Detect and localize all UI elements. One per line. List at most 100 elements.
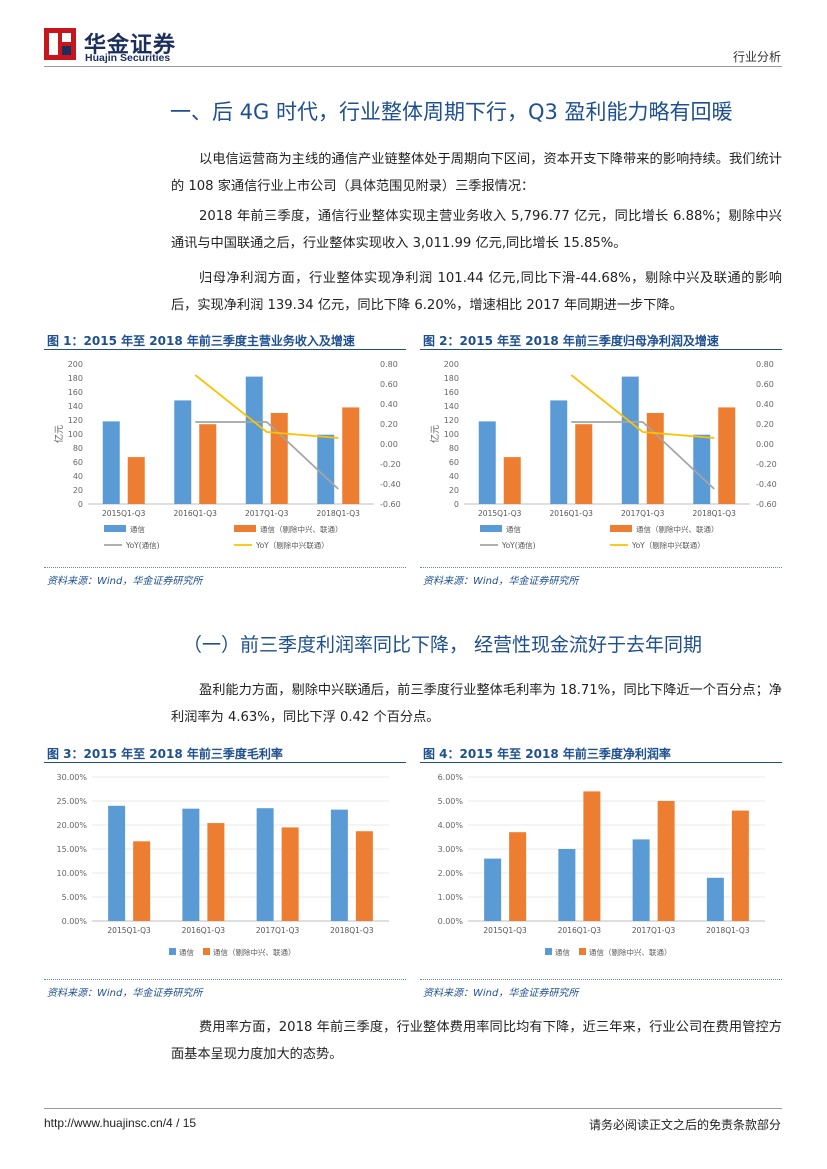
y2-tick-label: -0.60 (756, 500, 777, 509)
y-tick-label: 0 (78, 500, 83, 509)
header-divider (44, 66, 782, 67)
legend-label: 通信（剔除中兴、联通） (213, 947, 296, 957)
x-tick-label: 2016Q1-Q3 (558, 926, 602, 935)
series-line-yoy-telecom (571, 421, 715, 490)
bar-telecom (621, 376, 639, 504)
bar-telecom-ex-zte-unicom (355, 831, 373, 921)
figure-title-rule (44, 762, 406, 763)
bar-telecom (330, 809, 348, 921)
bar-telecom (550, 400, 568, 504)
y-tick-label: 180 (68, 374, 83, 383)
y2-tick-label: -0.40 (756, 480, 777, 489)
x-tick-label: 2018Q1-Q3 (317, 509, 361, 518)
series-line-yoy-ex-zte-unicom (570, 374, 715, 439)
legend-label: YoY(通信) (501, 540, 536, 550)
section-heading-1: 一、后 4G 时代，行业整体周期下行，Q3 盈利能力略有回暖 (170, 100, 733, 124)
x-tick-label: 2016Q1-Q3 (182, 926, 226, 935)
y2-tick-label: 0.60 (756, 380, 774, 389)
x-tick-label: 2015Q1-Q3 (107, 926, 151, 935)
source-note: 资料来源：Wind，华金证券研究所 (423, 576, 579, 587)
y2-tick-label: 0.00 (380, 440, 398, 449)
y2-tick-label: 0.20 (380, 420, 398, 429)
source-note: 资料来源：Wind，华金证券研究所 (423, 988, 579, 999)
bar-telecom (478, 421, 496, 504)
legend-label: 通信（剔除中兴、联通） (589, 947, 672, 957)
paragraph: 2018 年前三季度，通信行业整体实现主营业务收入 5,796.77 亿元，同比… (171, 209, 782, 251)
section-heading-2: （一）前三季度利润率同比下降， 经营性现金流好于去年同期 (183, 634, 703, 656)
legend-label: 通信 (555, 947, 570, 957)
x-tick-label: 2017Q1-Q3 (621, 509, 665, 518)
bar-telecom (256, 808, 274, 921)
source-rule (44, 567, 406, 568)
bar-telecom-ex-zte-unicom (509, 832, 527, 921)
y-tick-label: 140 (68, 402, 83, 411)
figure-title: 图 3：2015 年至 2018 年前三季度毛利率 (47, 747, 283, 761)
bar-telecom-ex-zte-unicom (281, 827, 299, 921)
y2-tick-label: 0.00 (756, 440, 774, 449)
y-tick-label: 10.00% (56, 869, 87, 878)
legend-label: YoY(通信) (125, 540, 160, 550)
legend-label: YoY（剔除中兴联通） (255, 540, 329, 550)
bar-telecom-ex-zte-unicom (583, 791, 601, 921)
y-tick-label: 30.00% (56, 773, 87, 782)
bar-telecom-ex-zte-unicom (575, 424, 593, 504)
bar-telecom (245, 376, 263, 504)
source-note: 资料来源：Wind，华金证券研究所 (47, 988, 203, 999)
legend-label: 通信（剔除中兴、联通） (260, 524, 343, 534)
x-tick-label: 2018Q1-Q3 (706, 926, 750, 935)
chart-fig3: 0.00% 5.00% 10.00% 15.00% 20.00% 25.00% 30.00%… (56, 773, 389, 957)
y-tick-label: 60 (449, 458, 459, 467)
x-tick-label: 2015Q1-Q3 (478, 509, 522, 518)
x-tick-label: 2017Q1-Q3 (245, 509, 289, 518)
source-rule (420, 567, 782, 568)
chart-fig2: 0 20 40 60 80 100 120 140 160 180 200 -0.60 -0.40 -0.… (429, 360, 777, 550)
bar-telecom (558, 849, 576, 921)
section-label: 行业分析 (732, 50, 781, 64)
source-rule (420, 979, 782, 980)
y2-tick-label: 0.60 (380, 380, 398, 389)
y2-tick-label: -0.20 (756, 460, 777, 469)
company-logo-text: 华金证券 (84, 33, 177, 58)
paragraph: 归母净利润方面，行业整体实现净利润 101.44 亿元,同比下滑-44.68%，… (171, 271, 782, 313)
legend-label: 通信 (130, 524, 145, 534)
figure-title: 图 1：2015 年至 2018 年前三季度主营业务收入及增速 (47, 334, 355, 348)
legend-swatch (104, 525, 126, 532)
legend-label: 通信 (179, 947, 194, 957)
bar-telecom (182, 808, 200, 921)
y-tick-label: 80 (449, 444, 459, 453)
y-tick-label: 15.00% (56, 845, 87, 854)
y-tick-label: 40 (449, 472, 459, 481)
footer-disclaimer: 请务必阅读正文之后的免责条款部分 (588, 1118, 781, 1132)
y-tick-label: 60 (73, 458, 83, 467)
x-tick-label: 2017Q1-Q3 (632, 926, 676, 935)
chart-fig1: 0 20 40 60 80 100 120 140 160 180 200 -0.60 -0.40 -0.… (53, 360, 401, 550)
y-tick-label: 20 (449, 486, 459, 495)
source-rule (44, 979, 406, 980)
y2-tick-label: -0.20 (380, 460, 401, 469)
bar-telecom (317, 434, 335, 504)
bar-telecom-ex-zte-unicom (731, 810, 749, 921)
x-tick-label: 2016Q1-Q3 (174, 509, 218, 518)
y2-tick-label: 0.40 (756, 400, 774, 409)
y-tick-label: 2.00% (438, 869, 464, 878)
bar-telecom-ex-zte-unicom (127, 457, 145, 504)
legend-label: YoY（剔除中兴联通） (631, 540, 705, 550)
y-tick-label: 40 (73, 472, 83, 481)
y-tick-label: 6.00% (438, 773, 464, 782)
series-line-yoy-telecom (195, 421, 339, 490)
series-line-yoy-ex-zte-unicom (194, 374, 339, 439)
bar-telecom (484, 858, 502, 921)
bar-telecom-ex-zte-unicom (199, 424, 217, 504)
y-tick-label: 1.00% (438, 893, 464, 902)
footer-url[interactable]: http://www.huajinsc.cn/4 / 15 (44, 1116, 197, 1130)
figure-title-rule (44, 349, 406, 350)
bar-telecom (174, 400, 192, 504)
figure-title-rule (420, 349, 782, 350)
y2-tick-label: -0.40 (380, 480, 401, 489)
legend-label: 通信 (506, 524, 521, 534)
y-tick-label: 0.00% (62, 917, 88, 926)
x-tick-label: 2016Q1-Q3 (550, 509, 594, 518)
logo-mark-icon (44, 28, 76, 60)
bar-telecom-ex-zte-unicom (270, 413, 288, 504)
y2-tick-label: 0.40 (380, 400, 398, 409)
